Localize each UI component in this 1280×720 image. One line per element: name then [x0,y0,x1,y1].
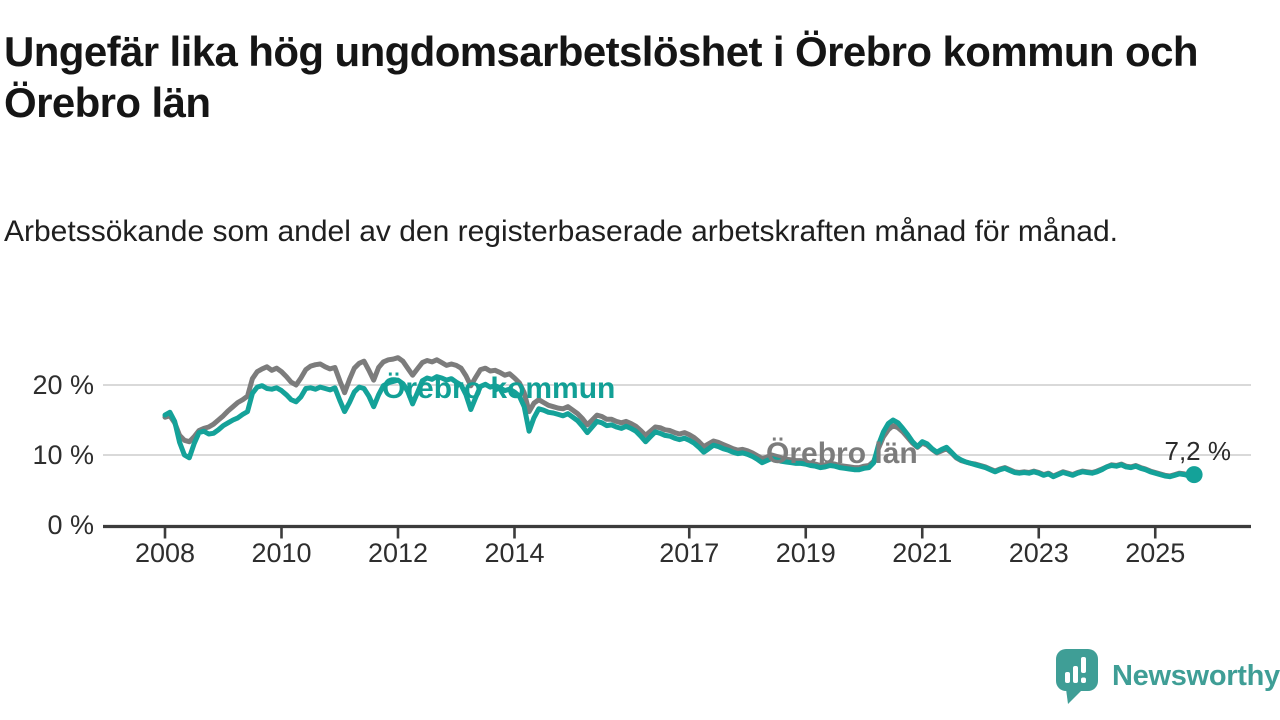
series-line [162,355,1197,479]
series-label-orebro-kommun: Örebro kommun [382,372,616,405]
final-value-annotation: 7,2 % [1164,436,1232,466]
x-axis-tick-label: 2008 [134,538,196,568]
x-axis-tick-label: 2025 [1125,538,1186,568]
newsworthy-logo: Newsworthy [1055,648,1280,704]
x-axis-tick-label: 2014 [484,538,545,568]
series-label-orebro-lan: Örebro län [766,437,918,470]
x-axis-tick-label: 2023 [1008,538,1069,568]
y-axis-tick-label: 20 % [32,370,94,400]
page-title: Ungefär lika hög ungdomsarbetslöshet i Ö… [4,28,1199,127]
x-axis-tick-label: 2019 [775,538,836,568]
series-line [162,374,1197,480]
y-axis-tick-label: 0 % [47,510,94,540]
chart-subtitle: Arbetssökande som andel av den registerb… [4,215,1118,248]
newsworthy-chart-bubble-icon [1056,649,1098,704]
x-axis-tick-label: 2012 [367,538,429,568]
x-axis-tick-label: 2017 [659,538,720,568]
newsworthy-wordmark: Newsworthy [1112,659,1280,692]
y-axis-tick-label: 10 % [32,440,94,470]
x-axis-tick-label: 2010 [251,538,312,568]
end-point-dot [1185,466,1203,484]
x-axis-tick-label: 2021 [892,538,953,568]
